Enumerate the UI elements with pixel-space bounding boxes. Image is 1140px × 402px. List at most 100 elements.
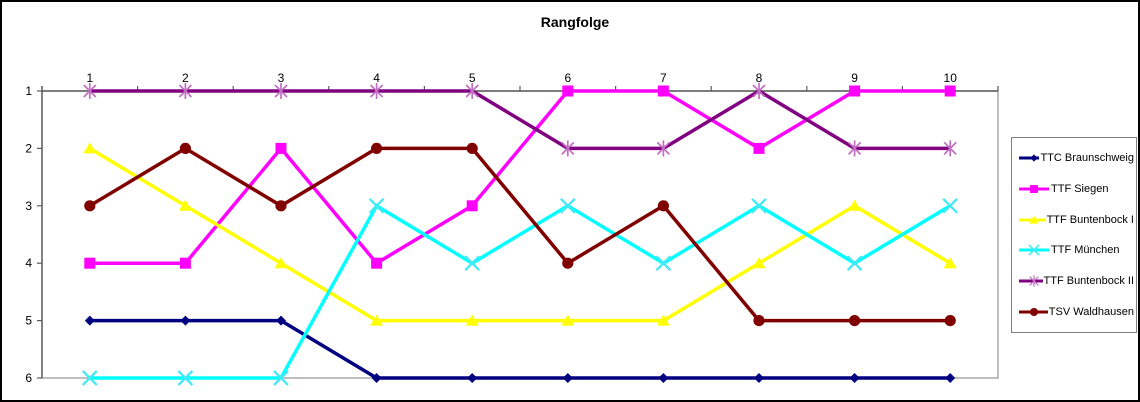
legend-label: TTF Siegen [1051, 182, 1109, 195]
marker-diamond-icon [945, 373, 956, 383]
series-line-tsv-waldhausen [88, 146, 951, 323]
marker-triangle-icon [83, 142, 97, 154]
legend-key-ttf-buntenbock-i [1019, 215, 1046, 224]
y-axis-label: 1 [25, 84, 32, 98]
legend-label: TSV Waldhausen [1048, 305, 1134, 318]
marker-x-icon [177, 370, 194, 386]
marker-triangle-icon [465, 314, 479, 326]
x-axis-label: 4 [373, 71, 380, 85]
plot-area: 1 2 3 4 5 6 7 8 9 10 1 2 3 4 5 6 [25, 71, 999, 386]
marker-circle-icon [84, 200, 96, 212]
x-axis-label: 1 [86, 71, 93, 85]
marker-triangle-icon [274, 257, 288, 269]
marker-asterisk-icon [1029, 276, 1039, 286]
marker-triangle-icon [370, 314, 384, 326]
marker-x-icon [464, 255, 481, 272]
marker-diamond-icon [371, 373, 382, 383]
legend-item-ttf-buntenbock-ii: TTF Buntenbock II [1018, 273, 1134, 289]
x-axis-label: 9 [851, 71, 858, 85]
legend-key-ttf-m-nchen [1019, 244, 1049, 256]
marker-asterisk-icon [83, 84, 97, 98]
marker-diamond-icon [1030, 154, 1038, 162]
x-axis-label: 2 [182, 71, 189, 85]
x-axis-label: 3 [278, 71, 285, 85]
legend-key-ttf-siegen [1019, 185, 1049, 193]
marker-asterisk-icon [847, 141, 862, 156]
marker-square-icon [849, 85, 861, 97]
marker-square-icon [944, 85, 956, 97]
marker-diamond-icon [658, 373, 669, 383]
legend-label: TTC Braunschweig [1040, 152, 1134, 165]
marker-asterisk-icon [943, 141, 957, 156]
y-axis-label: 5 [25, 314, 32, 328]
marker-square-icon [562, 85, 574, 97]
series-line-ttf-siegen [89, 89, 951, 266]
series-ttf-m-nchen [81, 197, 959, 386]
marker-triangle-icon [656, 314, 670, 326]
y-axis-label: 2 [25, 141, 32, 155]
series-line-ttf-buntenbock-ii [89, 88, 951, 151]
marker-x-icon [559, 197, 576, 214]
marker-asterisk-icon [178, 84, 193, 98]
chart-title: Rangfolge [540, 14, 610, 30]
series-ttf-siegen [84, 85, 956, 269]
series-ttf-buntenbock-ii [83, 83, 957, 157]
marker-asterisk-icon [465, 84, 479, 98]
marker-circle-icon [275, 200, 287, 212]
series-line-ttc-braunschweig [89, 318, 951, 380]
series-ttc-braunschweig [84, 315, 956, 383]
marker-square-icon [1030, 185, 1038, 193]
x-axis-label: 7 [660, 71, 667, 85]
marker-x-icon [846, 255, 863, 272]
marker-triangle-icon [178, 199, 192, 211]
marker-square-icon [84, 257, 96, 269]
marker-x-icon [655, 255, 672, 272]
x-axis-label: 10 [944, 71, 958, 85]
y-axis-label: 3 [25, 199, 32, 213]
legend-item-ttf-m-nchen: TTF München [1018, 242, 1134, 258]
legend-item-ttf-siegen: TTF Siegen [1018, 181, 1134, 197]
marker-x-icon [1028, 244, 1040, 256]
marker-circle-icon [753, 315, 765, 327]
marker-circle-icon [657, 200, 670, 212]
marker-square-icon [466, 200, 478, 212]
legend: TTC Braunschweig TTF Siegen TTF Buntenbock… [1011, 137, 1137, 333]
marker-triangle-icon [752, 257, 766, 269]
marker-diamond-icon [562, 373, 573, 383]
legend-key-tsv-waldhausen [1019, 307, 1048, 316]
y-axis-label: 4 [25, 256, 32, 270]
marker-square-icon [275, 142, 287, 154]
marker-circle-icon [371, 142, 383, 154]
legend-key-ttc-braunschweig [1019, 154, 1040, 162]
marker-x-icon [368, 197, 385, 214]
series-line-ttf-m-nchen [89, 203, 952, 380]
series-tsv-waldhausen [84, 142, 956, 327]
legend-label: TTF Buntenbock II [1043, 274, 1134, 287]
x-axis-label: 5 [469, 71, 476, 85]
marker-square-icon [657, 85, 669, 97]
marker-circle-icon [466, 142, 478, 154]
marker-triangle-icon [943, 257, 957, 269]
marker-circle-icon [1029, 307, 1039, 316]
marker-square-icon [371, 257, 383, 269]
marker-diamond-icon [849, 373, 860, 383]
legend-item-ttf-buntenbock-i: TTF Buntenbock I [1018, 212, 1134, 228]
x-axis-label: 6 [564, 71, 571, 85]
y-axis-label: 6 [25, 371, 32, 385]
marker-circle-icon [179, 142, 191, 154]
marker-asterisk-icon [656, 141, 671, 156]
marker-asterisk-icon [274, 84, 288, 98]
x-axis-label: 8 [756, 71, 763, 85]
marker-asterisk-icon [561, 141, 575, 156]
legend-label: TTF Buntenbock I [1046, 213, 1134, 226]
marker-circle-icon [562, 257, 574, 269]
legend-item-tsv-waldhausen: TSV Waldhausen [1018, 304, 1134, 320]
marker-circle-icon [849, 315, 861, 327]
marker-asterisk-icon [752, 84, 766, 98]
marker-square-icon [753, 142, 765, 154]
marker-diamond-icon [467, 373, 478, 383]
marker-x-icon [942, 197, 959, 214]
marker-diamond-icon [180, 315, 191, 326]
marker-triangle-icon [848, 199, 862, 211]
